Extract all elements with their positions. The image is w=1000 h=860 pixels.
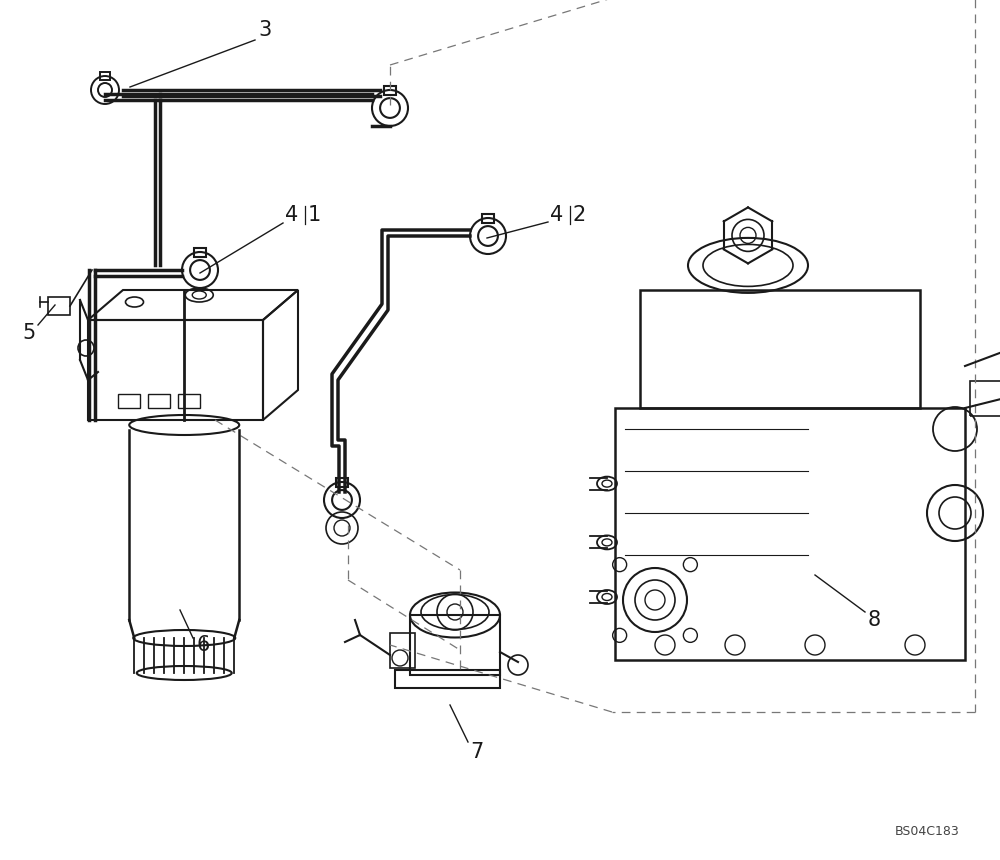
Bar [410,615,500,675]
Text: 4: 4 [550,205,563,225]
Bar [118,394,140,408]
Bar [148,394,170,408]
Text: 6: 6 [196,635,209,655]
Text: 3: 3 [258,20,271,40]
Bar [482,213,494,224]
Bar [640,291,920,408]
Bar [48,297,70,315]
Text: 2: 2 [573,205,586,225]
Bar [395,670,500,688]
Text: 5: 5 [22,323,35,343]
Text: 1: 1 [308,205,321,225]
Bar [336,477,348,488]
Text: BS04C183: BS04C183 [895,825,960,838]
Bar [100,71,110,79]
Text: 4: 4 [285,205,298,225]
Text: 7: 7 [470,742,483,762]
Bar [178,394,200,408]
Bar [88,320,263,420]
Bar [970,381,1000,416]
Bar [615,408,965,660]
Bar [384,85,396,95]
Bar [390,633,415,668]
Text: 8: 8 [868,610,881,630]
Bar [194,248,206,257]
